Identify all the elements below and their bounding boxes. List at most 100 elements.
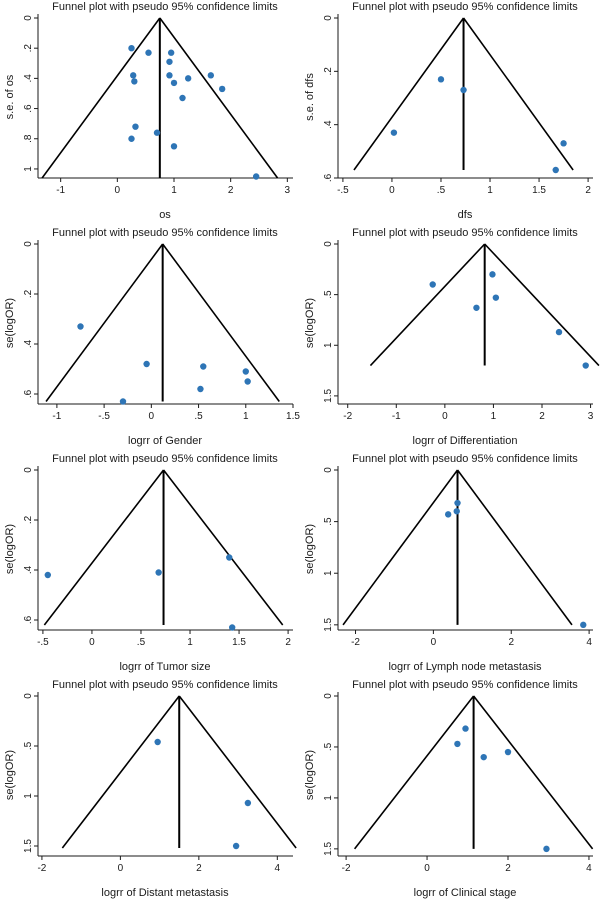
- study-point: [155, 569, 162, 576]
- lower-confidence-limit: [342, 469, 459, 626]
- x-tick-label: 1: [487, 185, 493, 196]
- plot-canvas: -1 -.5 0 .5 1 1.5 0 .2 .4 .6: [23, 240, 300, 422]
- x-tick-label: 2: [228, 185, 234, 196]
- study-point: [119, 398, 127, 405]
- y-tick-label: .2: [23, 44, 34, 53]
- study-point: [473, 304, 480, 311]
- study-point: [582, 362, 589, 369]
- upper-confidence-limit: [162, 469, 284, 626]
- study-point: [132, 123, 139, 130]
- funnel-plot-gender: -1 -.5 0 .5 1 1.5 0 .2 .4 .6 Funnel plot with pse…: [0, 226, 300, 452]
- study-point: [218, 85, 226, 93]
- upper-confidence-limit: [178, 695, 297, 849]
- study-point: [197, 385, 204, 393]
- funnel-plot-lymph-node-metastasis: -2 0 2 4 0 .5 1 1.5 Funnel plot with pseudo 95%…: [300, 452, 600, 678]
- y-tick-label: .5: [23, 741, 34, 750]
- x-tick-label: 0: [89, 637, 95, 648]
- y-tick-label: 0: [323, 467, 334, 473]
- x-tick-label: 2: [508, 637, 514, 648]
- upper-confidence-limit: [472, 695, 594, 850]
- lower-confidence-limit: [45, 243, 164, 402]
- funnel-plot-dfs: -.5 0 .5 1 1.5 2 0 .2 .4 .6 Funnel plot with pseu…: [300, 0, 600, 226]
- study-point: [460, 86, 467, 94]
- funnel-plot-tumor-size: -.5 0 .5 1 1.5 2 0 .2 .4 .6 Funnel plot with pseu…: [0, 452, 300, 678]
- plot-canvas: -.5 0 .5 1 1.5 2 0 .2 .4 .6: [23, 466, 293, 648]
- x-tick-label: -2: [342, 863, 351, 874]
- y-tick-label: .6: [23, 389, 34, 398]
- plot-canvas: -2 0 2 4 0 .5 1 1.5: [323, 692, 594, 874]
- upper-confidence-limit: [484, 243, 600, 367]
- study-point: [244, 378, 251, 385]
- upper-confidence-limit: [462, 17, 574, 171]
- x-tick-label: 2: [585, 185, 591, 196]
- x-tick-label: 4: [586, 863, 592, 874]
- x-tick-label: -.5: [98, 411, 110, 422]
- lower-confidence-limit: [61, 695, 180, 849]
- study-point: [179, 94, 186, 102]
- x-tick-label: -2: [343, 411, 352, 422]
- study-point: [166, 58, 173, 65]
- x-axis-label: logrr of Tumor size: [119, 661, 211, 673]
- y-tick-label: 1: [323, 342, 334, 348]
- x-tick-label: 4: [586, 637, 592, 648]
- plot-canvas: -1 0 1 2 3 0 .2 .4 .6 .8 1: [23, 14, 293, 196]
- chart-title: Funnel plot with pseudo 95% confidence l…: [52, 227, 278, 239]
- x-tick-label: 1: [491, 411, 497, 422]
- x-tick-label: 1: [171, 185, 177, 196]
- study-point: [167, 49, 175, 56]
- study-point: [77, 323, 84, 330]
- y-tick-label: .5: [323, 742, 334, 751]
- y-axis-label: se(logOR): [4, 749, 16, 801]
- y-axis-label: se(logOR): [4, 297, 16, 349]
- x-tick-label: -1: [392, 411, 401, 422]
- y-tick-label: 0: [323, 15, 334, 21]
- y-tick-label: .8: [23, 134, 34, 143]
- x-axis-label: logrr of Clinical stage: [413, 887, 517, 899]
- x-tick-label: 2: [539, 411, 545, 422]
- study-point: [560, 140, 567, 147]
- x-tick-label: 0: [424, 863, 430, 874]
- lower-confidence-limit: [41, 17, 161, 179]
- x-axis-label: logrr of Distant metastasis: [101, 887, 229, 899]
- y-tick-label: .4: [23, 565, 34, 574]
- chart-title: Funnel plot with pseudo 95% confidence l…: [52, 453, 278, 465]
- study-point: [128, 135, 135, 142]
- y-axis-label: se(logOR): [304, 523, 316, 575]
- study-point: [454, 740, 461, 748]
- study-point: [184, 75, 192, 82]
- x-tick-label: -2: [351, 637, 360, 648]
- x-tick-label: 3: [285, 185, 291, 196]
- plot-canvas: -2 0 2 4 0 .5 1 1.5: [323, 466, 593, 648]
- y-tick-label: 0: [23, 15, 34, 21]
- study-point: [170, 143, 178, 150]
- study-point: [580, 621, 587, 629]
- study-point: [228, 624, 236, 631]
- x-tick-label: 0: [149, 411, 155, 422]
- y-tick-label: 0: [323, 693, 334, 699]
- plot-canvas: -2 -1 0 1 2 3 0 .5 1 1.5: [323, 240, 600, 422]
- study-point: [555, 328, 563, 336]
- y-axis-label: s.e. of os: [4, 74, 16, 120]
- x-tick-label: -.5: [37, 637, 49, 648]
- x-tick-label: -1: [52, 411, 61, 422]
- study-point: [170, 79, 178, 87]
- y-tick-label: 1: [323, 795, 334, 801]
- study-point: [453, 508, 460, 515]
- funnel-plot-distant-metastasis: -2 0 2 4 0 .5 1 1.5 Funnel plot with pseudo 95%…: [0, 678, 300, 904]
- chart-title: Funnel plot with pseudo 95% confidence l…: [352, 679, 578, 691]
- x-tick-label: 4: [275, 863, 281, 874]
- study-point: [242, 368, 249, 375]
- y-tick-label: 0: [23, 241, 34, 247]
- study-point: [226, 554, 233, 561]
- x-axis-label: dfs: [457, 209, 473, 221]
- upper-confidence-limit: [456, 469, 573, 626]
- y-tick-label: 1: [23, 166, 34, 172]
- x-tick-label: 1.5: [532, 185, 546, 196]
- y-tick-label: 1: [323, 570, 334, 576]
- study-point: [462, 725, 469, 732]
- study-point: [252, 173, 260, 180]
- study-point: [166, 72, 173, 79]
- x-tick-label: -2: [37, 863, 46, 874]
- study-point: [207, 72, 215, 79]
